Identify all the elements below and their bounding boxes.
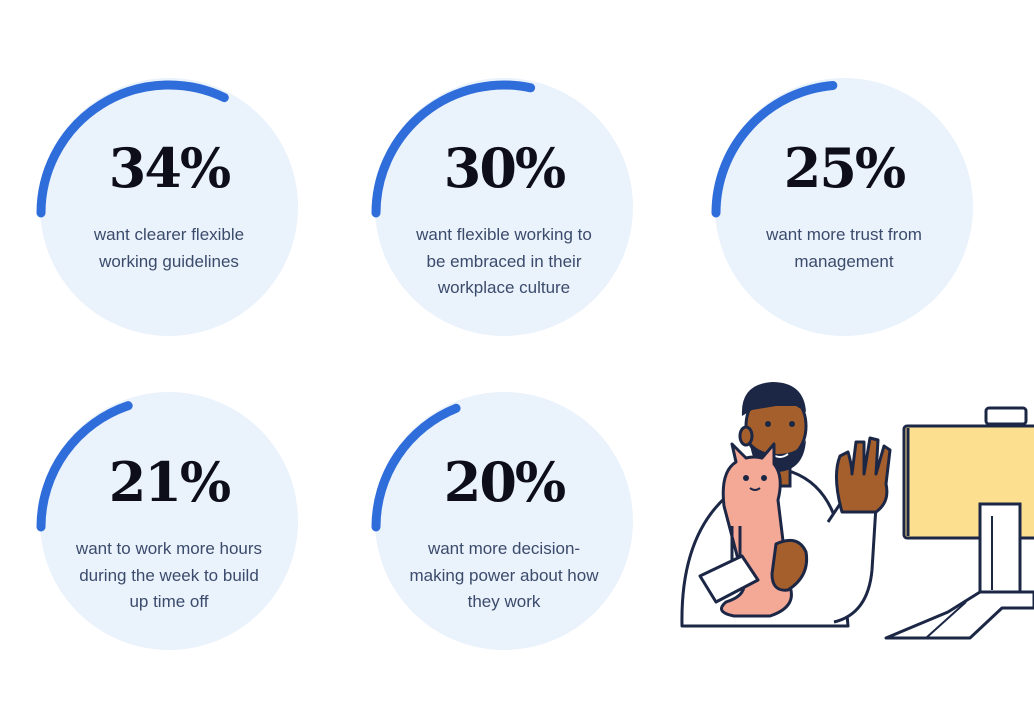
- cat-icon: [698, 442, 809, 618]
- stat-caption: want more decision-making power about ho…: [409, 539, 599, 611]
- stat-percentage: 20%: [443, 450, 566, 514]
- stat-percentage: 30%: [443, 136, 566, 200]
- progress-arc: [371, 403, 461, 532]
- stat-card: 20% want more decision-making power abou…: [349, 362, 649, 662]
- man-holding-cat-illustration: [680, 382, 1034, 640]
- stat-percentage: 34%: [108, 136, 231, 200]
- progress-arc-path: [36, 401, 133, 532]
- stat-card: 21% want to work more hours during the w…: [14, 362, 314, 662]
- stat-card: 30% want flexible working to be embraced…: [349, 48, 649, 348]
- stat-caption: want flexible working to be embraced in …: [416, 225, 592, 297]
- stat-caption: want to work more hours during the week …: [75, 539, 263, 611]
- stat-percentage: 21%: [108, 450, 231, 514]
- stat-percentage: 25%: [783, 136, 906, 200]
- monitor-icon: [884, 406, 1034, 640]
- progress-arc: [36, 401, 133, 532]
- progress-arc: [36, 80, 229, 218]
- stat-card: 34% want clearer flexible working guidel…: [14, 48, 314, 348]
- progress-arc: [371, 80, 536, 218]
- stat-caption: want clearer flexible working guidelines: [93, 225, 245, 271]
- stat-card: 25% want more trust from management: [689, 48, 989, 348]
- progress-arc-path: [711, 80, 838, 218]
- stat-caption: want more trust from management: [766, 225, 922, 271]
- progress-arc: [711, 80, 838, 218]
- progress-arc-path: [36, 80, 229, 218]
- progress-arc-path: [371, 403, 461, 532]
- progress-arc-path: [371, 80, 536, 218]
